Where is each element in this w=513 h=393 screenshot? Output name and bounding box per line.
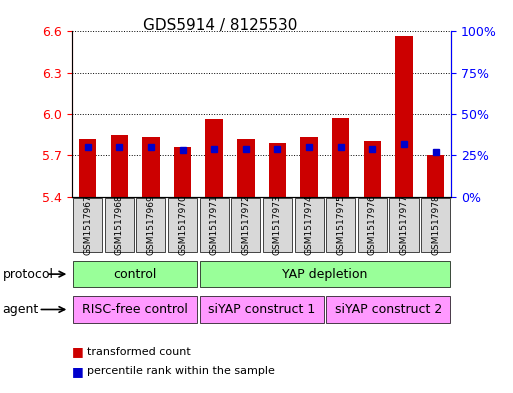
Bar bbox=[206, 119, 223, 196]
FancyBboxPatch shape bbox=[136, 198, 166, 252]
FancyBboxPatch shape bbox=[326, 198, 356, 252]
Text: GSM1517972: GSM1517972 bbox=[241, 195, 250, 255]
Text: GSM1517970: GSM1517970 bbox=[178, 195, 187, 255]
Text: RISC-free control: RISC-free control bbox=[82, 303, 188, 316]
Bar bbox=[174, 147, 191, 196]
FancyBboxPatch shape bbox=[73, 261, 197, 287]
Text: YAP depletion: YAP depletion bbox=[282, 268, 368, 281]
Bar bbox=[396, 35, 412, 197]
FancyBboxPatch shape bbox=[200, 261, 450, 287]
FancyBboxPatch shape bbox=[263, 198, 292, 252]
Text: control: control bbox=[113, 268, 157, 281]
FancyBboxPatch shape bbox=[200, 296, 324, 323]
Text: GSM1517977: GSM1517977 bbox=[400, 195, 408, 255]
Text: GSM1517967: GSM1517967 bbox=[83, 195, 92, 255]
Text: GSM1517975: GSM1517975 bbox=[336, 195, 345, 255]
FancyBboxPatch shape bbox=[73, 198, 102, 252]
Bar bbox=[237, 139, 254, 196]
Bar bbox=[332, 118, 349, 196]
FancyBboxPatch shape bbox=[168, 198, 197, 252]
Text: siYAP construct 2: siYAP construct 2 bbox=[334, 303, 442, 316]
FancyBboxPatch shape bbox=[294, 198, 324, 252]
FancyBboxPatch shape bbox=[200, 198, 229, 252]
Text: GSM1517968: GSM1517968 bbox=[115, 195, 124, 255]
Text: GSM1517973: GSM1517973 bbox=[273, 195, 282, 255]
FancyBboxPatch shape bbox=[358, 198, 387, 252]
Bar bbox=[301, 138, 318, 196]
Text: ■: ■ bbox=[72, 365, 84, 378]
Bar bbox=[79, 139, 96, 196]
FancyBboxPatch shape bbox=[389, 198, 419, 252]
Bar bbox=[269, 143, 286, 196]
Text: siYAP construct 1: siYAP construct 1 bbox=[208, 303, 315, 316]
Text: GDS5914 / 8125530: GDS5914 / 8125530 bbox=[144, 18, 298, 33]
Bar bbox=[427, 155, 444, 196]
FancyBboxPatch shape bbox=[105, 198, 134, 252]
Text: protocol: protocol bbox=[3, 268, 53, 281]
Text: transformed count: transformed count bbox=[87, 347, 191, 357]
Text: GSM1517976: GSM1517976 bbox=[368, 195, 377, 255]
Bar bbox=[142, 138, 160, 196]
FancyBboxPatch shape bbox=[326, 296, 450, 323]
Text: GSM1517974: GSM1517974 bbox=[305, 195, 313, 255]
Bar bbox=[111, 135, 128, 196]
Text: GSM1517978: GSM1517978 bbox=[431, 195, 440, 255]
FancyBboxPatch shape bbox=[73, 296, 197, 323]
Text: agent: agent bbox=[3, 303, 39, 316]
Text: GSM1517969: GSM1517969 bbox=[146, 195, 155, 255]
FancyBboxPatch shape bbox=[421, 198, 450, 252]
FancyBboxPatch shape bbox=[231, 198, 261, 252]
Text: GSM1517971: GSM1517971 bbox=[210, 195, 219, 255]
Text: percentile rank within the sample: percentile rank within the sample bbox=[87, 366, 275, 376]
Bar bbox=[364, 141, 381, 196]
Text: ■: ■ bbox=[72, 345, 84, 358]
